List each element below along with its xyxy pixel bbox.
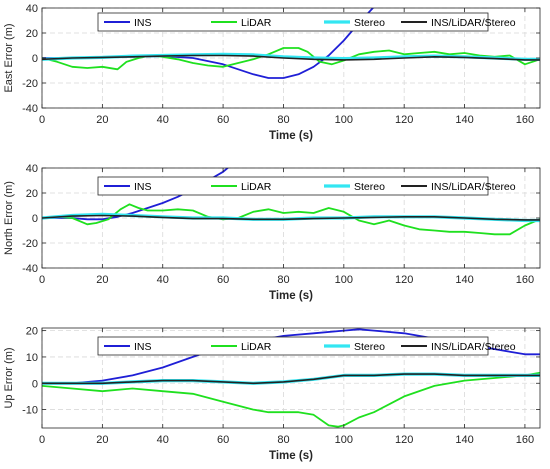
y-tick-label: -20	[22, 238, 38, 250]
y-tick-label: 0	[32, 378, 38, 390]
legend-label: INS/LiDAR/Stereo	[431, 17, 516, 29]
x-tick-label: 80	[277, 274, 289, 286]
y-tick-label: -10	[22, 405, 38, 417]
y-tick-label: -40	[22, 263, 38, 275]
legend-box	[97, 176, 489, 196]
x-tick-label: 100	[335, 274, 353, 286]
y-axis-label: Up Error (m)	[3, 347, 15, 408]
legend-label: Stereo	[354, 17, 385, 29]
y-axis-label: North Error (m)	[3, 181, 15, 255]
x-tick-label: 140	[455, 274, 473, 286]
panel-3: 0 20 40 60 80 100 120 140 160 -10 0 10 20 Time (s) Up …	[3, 326, 541, 462]
x-axis-label: Time (s)	[269, 290, 313, 302]
legend-label: INS/LiDAR/Stereo	[431, 181, 516, 193]
x-tick-label: 60	[217, 274, 229, 286]
y-axis-label: East Error (m)	[3, 23, 15, 92]
x-tick-label: 60	[217, 434, 229, 446]
legend-label: LiDAR	[241, 17, 272, 29]
y-tick-label: 20	[26, 188, 38, 200]
x-tick-label: 40	[157, 114, 169, 126]
y-tick-label: 20	[26, 28, 38, 40]
series-line-lidar	[42, 47, 540, 71]
x-tick-label: 60	[217, 114, 229, 126]
x-tick-label: 140	[455, 114, 473, 126]
x-tick-label: 100	[335, 434, 353, 446]
x-tick-label: 120	[395, 114, 413, 126]
series-line-lidar	[42, 371, 540, 428]
axes-box	[41, 327, 541, 429]
y-tick-label: -20	[22, 78, 38, 90]
x-tick-label: 100	[335, 114, 353, 126]
legend-label: INS	[134, 341, 152, 353]
y-tick-label: 20	[26, 326, 38, 338]
panel-1: 0 20 40 60 80 100 120 140 160 -40 -20 0 20 40 Time (s)…	[3, 3, 541, 142]
legend: INS LiDAR Stereo INS/LiDAR/Stereo	[97, 12, 516, 32]
x-tick-label: 40	[157, 434, 169, 446]
series-line-ins-lidar-stereo	[42, 373, 540, 385]
series-line-ins-lidar-stereo	[42, 54, 540, 61]
y-tick-label: -40	[22, 103, 38, 115]
y-tick-label: 40	[26, 3, 38, 15]
series-line-ins-lidar-stereo	[42, 214, 540, 221]
y-tick-label: 0	[32, 53, 38, 65]
x-axis-label: Time (s)	[269, 130, 313, 142]
legend-label: LiDAR	[241, 341, 272, 353]
x-tick-label: 0	[39, 274, 45, 286]
x-tick-label: 0	[39, 434, 45, 446]
x-tick-label: 80	[277, 434, 289, 446]
x-tick-label: 160	[516, 274, 534, 286]
legend-label: Stereo	[354, 341, 385, 353]
legend: INS LiDAR Stereo INS/LiDAR/Stereo	[97, 176, 516, 196]
y-tick-label: 0	[32, 213, 38, 225]
x-tick-label: 20	[96, 274, 108, 286]
x-tick-label: 120	[395, 434, 413, 446]
legend-label: LiDAR	[241, 181, 272, 193]
x-tick-label: 0	[39, 114, 45, 126]
legend-label: INS	[134, 17, 152, 29]
x-tick-label: 20	[96, 114, 108, 126]
x-tick-label: 140	[455, 434, 473, 446]
legend-box	[97, 12, 489, 32]
x-axis-label: Time (s)	[269, 450, 313, 462]
x-tick-label: 160	[516, 434, 534, 446]
panel-2: 0 20 40 60 80 100 120 140 160 -40 -20 0 20 40 Time (s)…	[3, 163, 541, 302]
legend-label: Stereo	[354, 181, 385, 193]
legend-label: INS	[134, 181, 152, 193]
x-tick-label: 120	[395, 274, 413, 286]
x-tick-label: 20	[96, 434, 108, 446]
series-line-lidar	[42, 203, 540, 236]
legend-box	[97, 336, 489, 356]
y-tick-label: 10	[26, 352, 38, 364]
x-tick-label: 80	[277, 114, 289, 126]
x-tick-label: 40	[157, 274, 169, 286]
x-tick-label: 160	[516, 114, 534, 126]
legend-label: INS/LiDAR/Stereo	[431, 341, 516, 353]
legend: INS LiDAR Stereo INS/LiDAR/Stereo	[97, 336, 516, 356]
series-line-ins	[42, 328, 540, 385]
y-tick-label: 40	[26, 163, 38, 175]
